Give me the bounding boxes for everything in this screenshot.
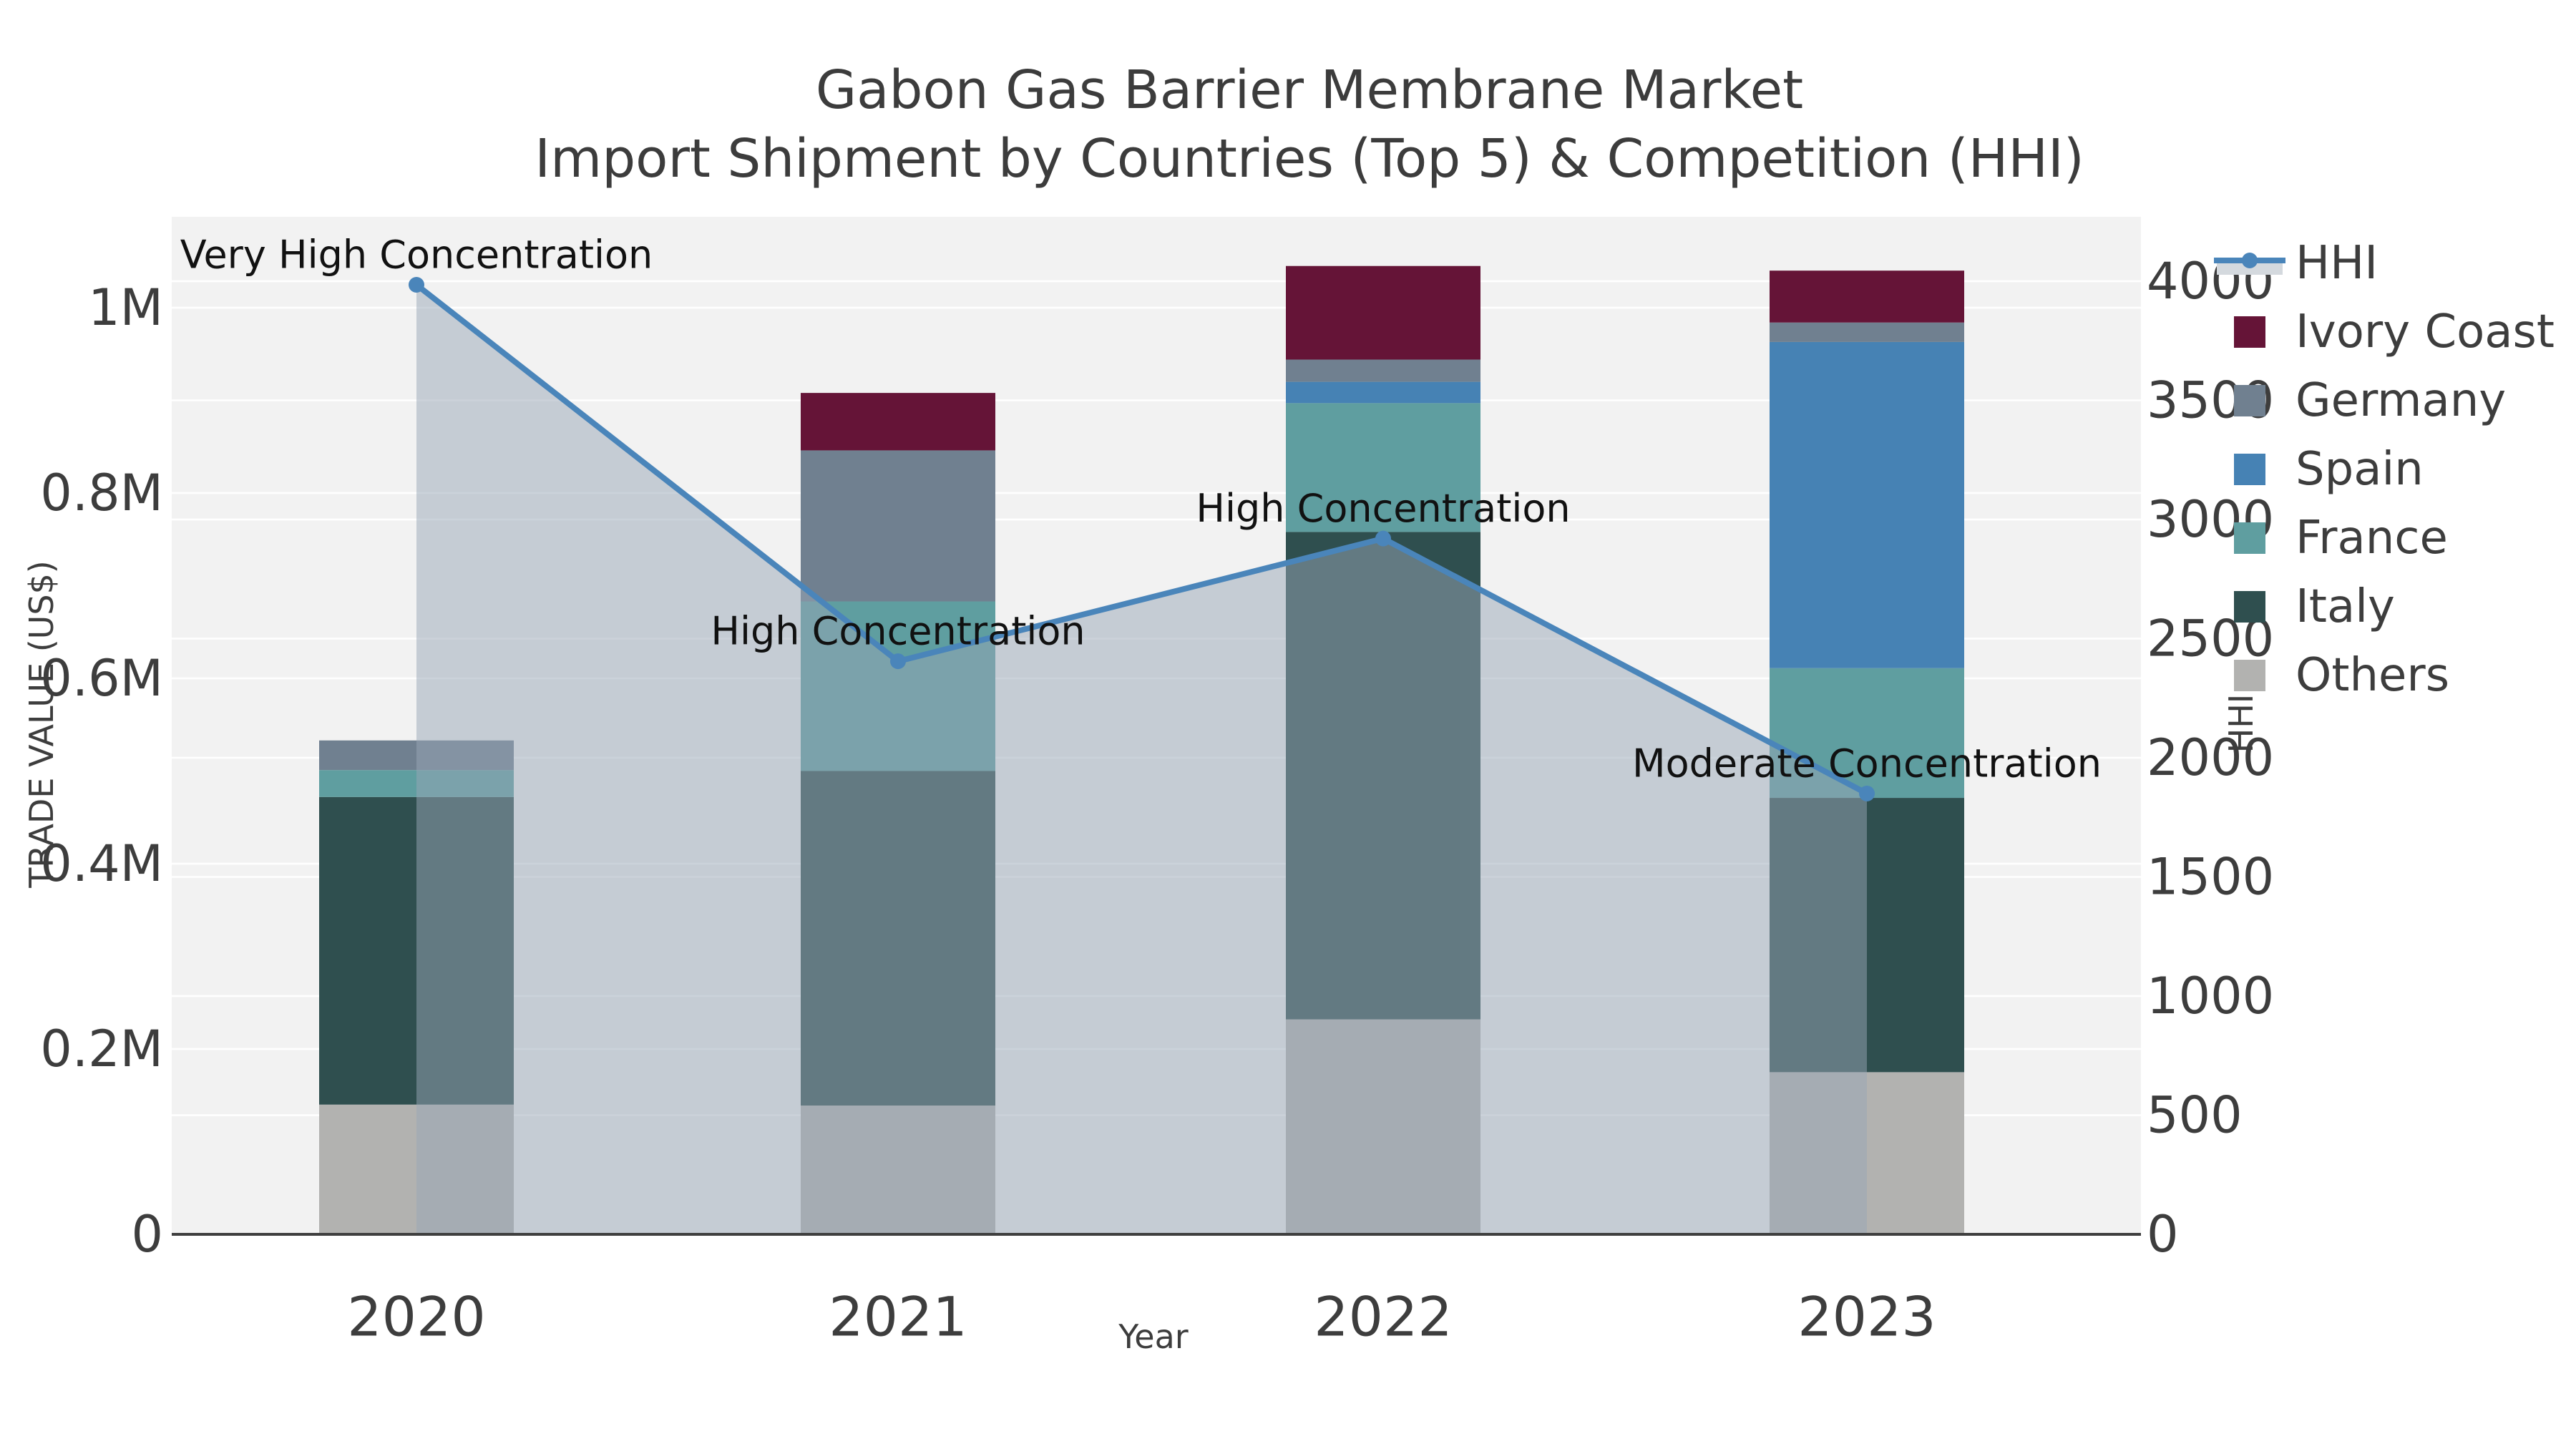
bar-segment-ivory-coast-2022 bbox=[1286, 265, 1480, 360]
hhi-line bbox=[414, 282, 1868, 796]
bar-segment-spain-2023 bbox=[1770, 341, 1964, 668]
hhi-marker-2021 bbox=[890, 653, 906, 670]
legend-swatch-ivory-coast bbox=[2234, 316, 2265, 348]
legend-swatch-france bbox=[2234, 522, 2265, 554]
legend-swatch-italy bbox=[2234, 591, 2265, 623]
bar-segment-france-2022 bbox=[1286, 403, 1480, 532]
legend-label-spain: Spain bbox=[2296, 443, 2424, 496]
x-axis-title: Year bbox=[1118, 1317, 1188, 1356]
legend-label-hhi: HHI bbox=[2296, 237, 2378, 290]
right-axis-tick-2000: 2000 bbox=[2147, 728, 2274, 787]
annotation-2020: Very High Concentration bbox=[180, 232, 653, 277]
bar-segment-germany-2022 bbox=[1286, 359, 1480, 382]
x-axis-tick-2021: 2021 bbox=[829, 1285, 967, 1349]
x-axis-tick-2020: 2020 bbox=[347, 1285, 485, 1349]
legend-swatch-spain bbox=[2234, 454, 2265, 485]
annotation-2022: High Concentration bbox=[1196, 486, 1570, 531]
legend-label-germany: Germany bbox=[2296, 374, 2506, 427]
legend-label-italy: Italy bbox=[2296, 580, 2395, 633]
hhi-marker-2023 bbox=[1859, 785, 1875, 801]
legend-label-others: Others bbox=[2296, 649, 2449, 702]
annotation-2021: High Concentration bbox=[711, 609, 1085, 654]
right-axis-tick-0: 0 bbox=[2147, 1205, 2179, 1264]
left-axis-tick-0.6M: 0.6M bbox=[40, 649, 163, 708]
legend-label-france: France bbox=[2296, 512, 2448, 565]
x-axis-tick-2023: 2023 bbox=[1797, 1285, 1936, 1349]
left-axis-tick-0.4M: 0.4M bbox=[40, 834, 163, 893]
left-axis-tick-0.2M: 0.2M bbox=[40, 1020, 163, 1078]
right-axis-tick-1500: 1500 bbox=[2147, 848, 2274, 907]
hhi-marker-2020 bbox=[409, 276, 424, 293]
hhi-area-fill bbox=[416, 284, 1867, 1234]
hhi-marker-2022 bbox=[1375, 530, 1391, 547]
chart-title-line2: Import Shipment by Countries (Top 5) & C… bbox=[535, 128, 2084, 190]
bar-segment-germany-2021 bbox=[801, 450, 995, 602]
chart-title-line1: Gabon Gas Barrier Membrane Market bbox=[815, 59, 1804, 121]
bar-segment-germany-2023 bbox=[1770, 322, 1964, 342]
legend-label-ivory-coast: Ivory Coast bbox=[2296, 306, 2555, 358]
x-axis-tick-2022: 2022 bbox=[1314, 1285, 1452, 1349]
legend-swatch-others bbox=[2234, 660, 2265, 691]
annotation-2023: Moderate Concentration bbox=[1632, 741, 2102, 786]
legend-hhi-marker-swatch bbox=[2242, 253, 2258, 268]
left-axis-tick-1M: 1M bbox=[88, 278, 163, 337]
bar-segment-ivory-coast-2023 bbox=[1770, 270, 1964, 323]
right-axis-title: HHI bbox=[2222, 694, 2260, 753]
bar-segment-ivory-coast-2021 bbox=[801, 393, 995, 451]
left-axis-tick-0.8M: 0.8M bbox=[40, 464, 163, 522]
right-axis-tick-1000: 1000 bbox=[2147, 967, 2274, 1025]
right-axis-tick-500: 500 bbox=[2147, 1086, 2243, 1145]
left-axis-title: TRADE VALUE (US$) bbox=[22, 560, 61, 888]
legend-swatch-germany bbox=[2234, 385, 2265, 416]
left-axis-tick-0: 0 bbox=[131, 1205, 163, 1264]
bar-segment-spain-2022 bbox=[1286, 381, 1480, 404]
